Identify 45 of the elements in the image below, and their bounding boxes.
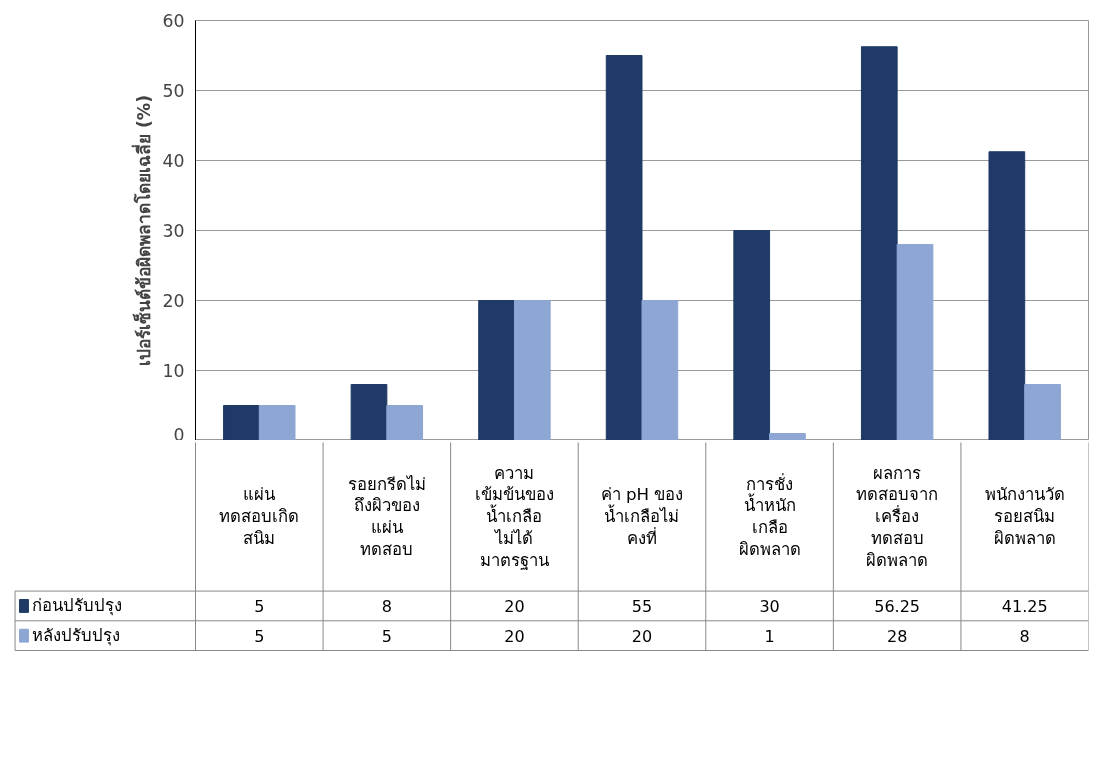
data-label: 30: [759, 596, 780, 616]
x-tick-label: พนักงานวัด รอยสนิม ผิดพลาด: [984, 485, 1065, 549]
bar: [988, 151, 1026, 440]
x-tick-label: ความ เข้มข้นของ น้ำเกลือ ไม่ได้ มาตรฐาน: [474, 463, 554, 570]
data-label: 20: [631, 626, 653, 646]
bar: [350, 384, 388, 440]
data-label: 55: [631, 596, 653, 616]
y-axis-title: เปอร์เซ็นต์ข้อผิดพลาดโดยเฉลี่ย (%): [131, 94, 155, 367]
y-tick-label: 0: [173, 424, 185, 445]
data-label: 28: [886, 626, 908, 646]
x-tick-label: แผ่น ทดสอบเกิด สนิม: [219, 485, 300, 549]
data-label: 41.25: [1001, 596, 1048, 616]
bar: [478, 300, 515, 440]
bar: [769, 433, 806, 440]
y-tick-label: 20: [162, 291, 185, 311]
y-tick-label: 60: [162, 11, 185, 31]
bar: [896, 244, 934, 440]
x-tick-label: ค่า pH ของ น้ำเกลือไม่ คงที่: [600, 485, 684, 549]
bar: [641, 300, 679, 440]
data-label: 8: [1019, 626, 1030, 646]
y-tick-label: 50: [162, 81, 185, 101]
x-tick-label: รอยกรีดไม่ ถึงผิวของ แผ่น ทดสอบ: [347, 474, 426, 560]
y-tick-label: 30: [162, 221, 185, 241]
data-label: 1: [764, 626, 775, 646]
data-label: 20: [504, 596, 525, 616]
bar: [513, 300, 551, 440]
bar: [605, 55, 643, 440]
y-tick-label: 40: [162, 151, 185, 171]
data-label: 8: [381, 596, 392, 616]
bar: [258, 405, 296, 440]
data-label: 20: [504, 626, 525, 646]
bar: [386, 405, 424, 440]
data-label: 5: [254, 596, 265, 616]
bar: [223, 405, 260, 440]
legend-label: ก่อนปรับปรุง: [31, 596, 122, 617]
y-tick-label: 10: [162, 361, 185, 381]
data-label: 5: [254, 626, 265, 646]
x-tick-label: ผลการ ทดสอบจาก เครื่อง ทดสอบ ผิดพลาด: [856, 463, 939, 570]
data-label: 56.25: [874, 596, 921, 616]
x-tick-label: การชั่ง น้ำหนัก เกลือ ผิดพลาด: [738, 472, 801, 560]
bar: [860, 46, 898, 440]
legend-label: หลังปรับปรุง: [31, 626, 120, 647]
bar: [1024, 384, 1061, 440]
data-label: 5: [381, 626, 392, 646]
bar: [733, 230, 771, 440]
